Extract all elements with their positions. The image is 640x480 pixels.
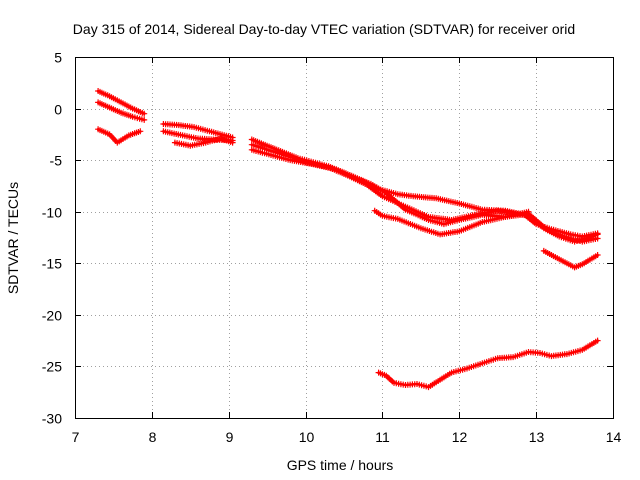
- series-markers: [248, 136, 601, 240]
- x-tick-label: 13: [529, 429, 545, 445]
- data-series: [95, 88, 601, 391]
- x-tick-label: 12: [452, 429, 468, 445]
- x-tick-label: 14: [606, 429, 622, 445]
- plot-frame: [75, 57, 614, 419]
- series-markers: [95, 99, 148, 123]
- x-tick-label: 9: [226, 429, 234, 445]
- series-markers: [95, 126, 144, 146]
- y-tick-label: -10: [42, 205, 62, 221]
- series-arc-7: [248, 136, 601, 240]
- series-markers: [95, 88, 148, 117]
- x-tick-label: 10: [299, 429, 315, 445]
- series-arc-2: [95, 99, 148, 123]
- y-tick-label: -25: [42, 359, 62, 375]
- x-tick-label: 8: [149, 429, 157, 445]
- series-arc-3: [95, 126, 144, 146]
- series-line: [250, 138, 599, 238]
- series-markers: [375, 337, 601, 391]
- series-markers: [540, 247, 601, 271]
- series-markers: [160, 121, 236, 141]
- series-line: [377, 339, 599, 389]
- y-tick-label: -30: [42, 411, 62, 427]
- x-tick-label: 11: [375, 429, 390, 445]
- y-axis-label: SDTVAR / TECUs: [5, 182, 21, 294]
- y-tick-label: 5: [54, 50, 62, 66]
- series-arc-11: [540, 247, 601, 271]
- series-markers: [171, 135, 236, 149]
- y-tick-label: -20: [42, 308, 62, 324]
- series-arc-1: [95, 88, 148, 117]
- y-tick-label: 0: [54, 102, 62, 118]
- y-tick-label: -15: [42, 256, 62, 272]
- x-axis-label: GPS time / hours: [287, 457, 394, 473]
- series-arc-6: [171, 135, 236, 149]
- x-tick-label: 7: [72, 429, 80, 445]
- chart-title: Day 315 of 2014, Sidereal Day-to-day VTE…: [73, 21, 575, 37]
- series-arc-4: [160, 121, 236, 141]
- series-arc-12: [375, 337, 601, 391]
- series-markers: [371, 207, 532, 238]
- axis-ticks: 7 8 9 10 11 12 13 14 5 0 -5 -10 -15 -20 -25 -30: [42, 50, 622, 446]
- grid-lines: [75, 57, 613, 418]
- y-tick-label: -5: [50, 153, 63, 169]
- series-arc-10: [371, 207, 532, 238]
